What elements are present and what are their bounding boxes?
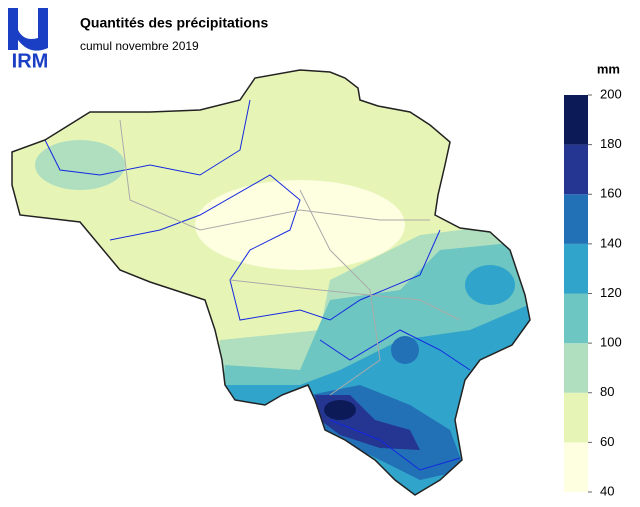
legend-tick-label: 40 (600, 483, 614, 498)
legend-swatch (564, 194, 588, 244)
province-border (119, 119, 430, 231)
province-border (299, 189, 381, 396)
legend-swatch (564, 392, 588, 443)
legend-tick-label: 160 (600, 186, 622, 201)
legend-swatch (564, 144, 588, 195)
legend-unit: mm (597, 61, 620, 76)
province-border (229, 279, 461, 321)
rivers (44, 99, 471, 471)
zone (324, 400, 356, 420)
river (109, 174, 441, 321)
legend-swatch (564, 95, 588, 145)
logo-mark (8, 8, 48, 51)
logo-text: IRM (12, 50, 49, 72)
legend-swatch (564, 243, 588, 294)
legend-tick-label: 200 (600, 86, 622, 101)
zone (195, 180, 405, 270)
zone (35, 140, 125, 190)
logo: IRM (8, 8, 48, 72)
legend-swatch (564, 343, 588, 393)
legend-tick-label: 140 (600, 235, 622, 250)
legend: 40 60 80 100 120 140 160 180 200 (564, 86, 622, 498)
legend-tick-label: 100 (600, 335, 622, 350)
legend-tick-label: 120 (600, 285, 622, 300)
legend-tick-label: 80 (600, 384, 614, 399)
zone (465, 265, 515, 305)
river (329, 419, 461, 471)
legend-tick-label: 180 (600, 136, 622, 151)
legend-tick-label: 60 (600, 434, 614, 449)
borders (119, 119, 461, 396)
map-title: Quantités des précipitations (80, 15, 268, 31)
legend-swatch (564, 442, 588, 492)
zone (391, 336, 419, 364)
river (44, 99, 251, 176)
river (319, 329, 471, 371)
legend-swatch (564, 293, 588, 344)
map-subtitle: cumul novembre 2019 (80, 39, 199, 53)
